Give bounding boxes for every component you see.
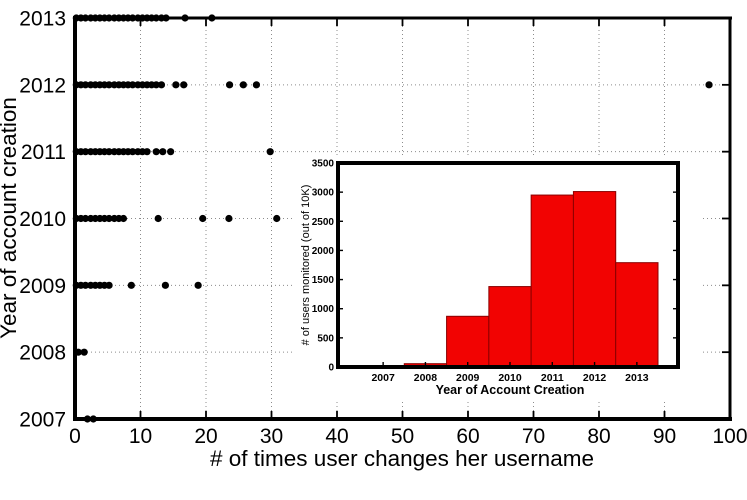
scatter-point [81,148,90,156]
x-tick-label: 0 [69,425,81,448]
inset-x-tick-label: 2009 [456,372,480,384]
inset-y-tick-label: 500 [317,333,334,344]
inset-y-axis-label: # of users monitored (out of 10K) [300,185,312,346]
x-tick-label: 80 [587,425,610,448]
scatter-point [273,214,281,223]
scatter-point [181,14,189,22]
scatter-point [252,81,261,89]
inset-y-tick-label: 3500 [312,159,335,170]
scatter-point [105,81,113,89]
inset-x-tick-label: 2011 [541,372,564,384]
x-tick-label: 70 [522,425,545,448]
y-tick-label: 2012 [19,74,66,97]
inset-y-tick-label: 2000 [312,246,335,257]
scatter-point [83,415,92,423]
scatter-point [119,214,128,223]
y-tick-label: 2013 [19,8,66,31]
scatter-point [161,281,169,289]
inset-y-tick-label: 2500 [312,217,335,228]
x-tick-label: 50 [391,425,414,448]
scatter-point [159,148,167,156]
scatter-point [81,81,90,89]
inset-histogram: 0 500 1000 1500 2000 2500 3000 3500 2007 2008 2009… [293,156,700,399]
scatter-point [105,281,113,289]
scatter-point [89,415,97,423]
scatter-point [105,14,113,22]
inset-axes-frame [336,161,680,369]
inset-x-tick-label: 2013 [625,372,649,384]
x-tick-label: 20 [194,425,217,448]
x-tick-label: 40 [325,425,348,448]
scatter-point [172,81,180,89]
hist-bar [446,315,490,368]
scatter-point [705,81,713,89]
inset-x-axis-label: Year of Account Creation [436,383,585,397]
scatter-point [239,81,247,89]
scatter-point [194,281,202,289]
scatter-point [154,214,162,223]
x-tick-label: 60 [456,425,479,448]
scatter-point [129,148,137,156]
inset-y-tick-label: 1500 [312,275,335,286]
main-x-axis-label: # of times user changes her username [210,446,594,471]
scatter-point [80,348,88,356]
hist-bar [615,262,659,368]
hist-bar [572,191,617,368]
x-tick-label: 100 [712,425,747,448]
scatter-point [152,148,160,156]
scatter-point [162,14,170,22]
scatter-point [81,214,90,223]
inset-frame-border [336,161,680,369]
scatter-point [127,281,135,289]
hist-bar [530,194,574,368]
inset-x-tick-label: 2008 [414,372,438,384]
x-tick-label: 10 [129,425,152,448]
scatter-point [266,148,274,156]
scatter-point [129,81,137,89]
scatter-point [143,148,151,156]
scatter-point [105,214,113,223]
scatter-point [180,81,188,89]
scatter-point [208,14,216,22]
y-tick-label: 2009 [19,275,66,298]
inset-y-tick-label: 1000 [312,304,335,315]
main-tick-labels: 0 10 20 30 40 50 60 70 80 90 100 2007 2008 2009 2010 20… [19,8,747,449]
scatter-point [74,348,82,356]
y-tick-label: 2007 [19,409,66,432]
inset-y-tick-label: 0 [328,363,334,374]
inset-x-tick-label: 2007 [371,372,395,384]
main-y-axis-label: Year of account creation [0,97,21,339]
y-tick-label: 2008 [19,342,66,365]
inset-tick-labels: 0 500 1000 1500 2000 2500 3000 3500 2007 2008 2009… [312,159,649,385]
scatter-point [225,81,234,89]
scatter-point [152,14,160,22]
scatter-points [72,14,713,423]
y-tick-label: 2011 [21,141,66,164]
inset-x-tick-label: 2010 [498,372,522,384]
scatter-point [105,148,113,156]
scatter-point [225,214,233,223]
scatter-point [81,14,90,22]
inset-tick-marks [338,162,678,368]
scatter-point [129,14,137,22]
scatter-point [157,81,166,89]
scatter-point [199,214,207,223]
scatter-point [167,148,175,156]
histogram-bars [361,191,659,368]
y-tick-label: 2010 [19,208,66,231]
x-tick-label: 30 [260,425,283,448]
scatter-point [81,281,90,289]
hist-bar [488,286,532,368]
x-tick-label: 90 [653,425,676,448]
inset-x-tick-label: 2012 [583,372,607,384]
scatter-point [152,81,160,89]
inset-y-tick-label: 3000 [312,188,335,199]
